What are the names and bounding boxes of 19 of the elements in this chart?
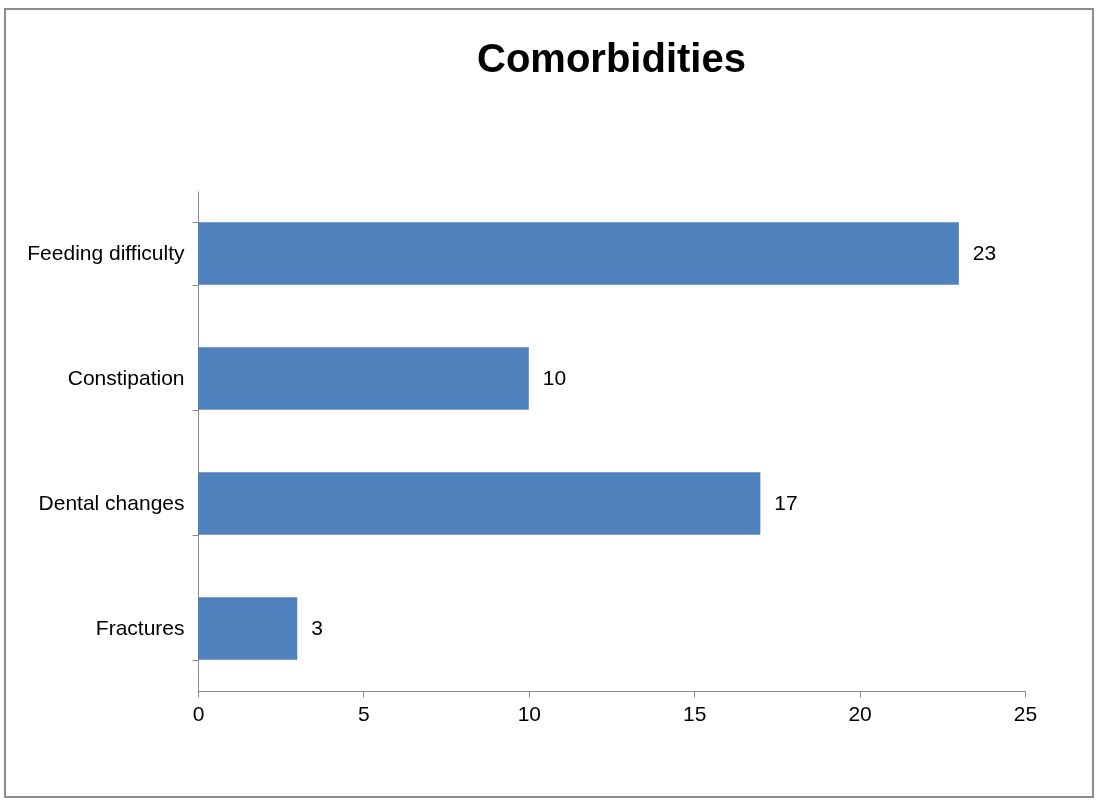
data-label: 3 bbox=[311, 615, 323, 639]
x-tick-label: 0 bbox=[192, 701, 205, 725]
y-tick-label: Feeding difficulty bbox=[27, 241, 185, 264]
y-tick-label: Dental changes bbox=[38, 491, 185, 514]
data-label: 17 bbox=[774, 490, 798, 514]
data-label: 10 bbox=[542, 365, 567, 389]
bar bbox=[198, 222, 959, 285]
data-label: 23 bbox=[972, 240, 997, 264]
bar bbox=[198, 597, 298, 660]
y-tick-label: Constipation bbox=[67, 366, 185, 389]
x-tick-label: 10 bbox=[517, 701, 541, 725]
x-tick-label: 20 bbox=[848, 701, 872, 725]
y-tick-label: Fractures bbox=[95, 616, 185, 639]
bar bbox=[198, 347, 529, 410]
chart-title: Comorbidities bbox=[477, 36, 746, 80]
x-tick-label: 5 bbox=[358, 701, 370, 725]
x-tick-label: 15 bbox=[683, 701, 707, 725]
x-tick-label: 25 bbox=[1013, 701, 1038, 725]
bar bbox=[198, 472, 761, 535]
